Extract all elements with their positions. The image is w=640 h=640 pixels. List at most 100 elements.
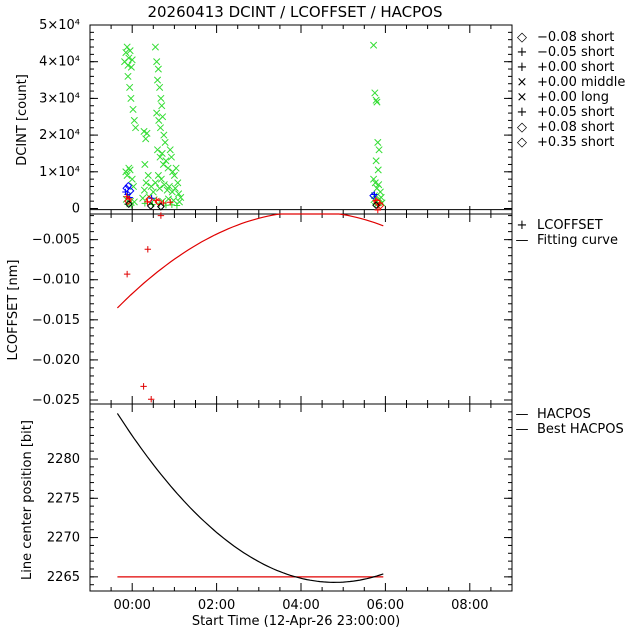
dcint-point — [165, 182, 173, 191]
chart-title: 20260413 DCINT / LCOFFSET / HACPOS — [147, 3, 442, 21]
dcint-point — [174, 179, 182, 187]
dcint-point — [374, 166, 382, 174]
dcint-point — [122, 48, 130, 57]
dcint-point — [160, 131, 168, 139]
dcint-point — [375, 181, 383, 189]
dcint-point — [124, 200, 133, 208]
panel-lcoffset: LCOFFSET [nm] −0.025−0.020−0.015−0.010−0… — [6, 212, 618, 408]
dcint-point — [370, 41, 378, 49]
dcint-point — [171, 184, 179, 192]
dcint-point — [375, 146, 383, 154]
dcint-point — [142, 179, 150, 187]
x-tick-label: 02:00 — [198, 598, 235, 613]
legend-symbol: × — [517, 75, 528, 90]
dcint-point — [130, 116, 138, 124]
dcint-point — [373, 98, 381, 106]
dcint-point — [142, 135, 150, 143]
legend-symbol: + — [517, 45, 528, 60]
x-tick-label: 04:00 — [282, 598, 319, 613]
legend-label: −0.08 short — [537, 30, 614, 45]
dcint-point — [167, 153, 175, 161]
dcint-point — [175, 190, 183, 198]
dcint-point — [122, 184, 131, 193]
lcoffset-point — [144, 246, 152, 253]
x-tick-label: 00:00 — [113, 598, 150, 613]
legend-label: Fitting curve — [537, 233, 618, 248]
panel-lcoffset-frame — [89, 213, 513, 405]
y-tick-label: −0.010 — [32, 273, 80, 288]
best-hacpos-curve — [116, 413, 384, 584]
dcint-point — [124, 72, 132, 80]
dcint-point — [124, 181, 133, 190]
y-tick-label: 0 — [72, 201, 80, 216]
dcint-point — [129, 105, 137, 113]
dcint-point — [127, 63, 135, 71]
dcint-point — [164, 195, 173, 203]
dcint-point — [170, 171, 178, 180]
dcint-point — [156, 124, 165, 132]
hacpos-ylabel: Line center position [bit] — [20, 420, 35, 580]
dcint-point — [168, 188, 176, 196]
dcint-point — [369, 191, 378, 200]
dcint-point — [158, 149, 166, 158]
dcint-point — [126, 166, 134, 174]
legend-symbol: ◇ — [517, 135, 527, 150]
legend-symbol: — — [516, 407, 529, 422]
legend-symbol: + — [517, 105, 528, 120]
dcint-point — [163, 186, 171, 194]
legend-symbol: — — [516, 422, 529, 437]
hacpos-yticks: 2265 2270 2275 2280 — [47, 403, 512, 586]
legend-symbol: + — [517, 218, 528, 233]
lcoffset-legend: + LCOFFSET — Fitting curve — [516, 218, 619, 248]
dcint-point — [159, 160, 167, 169]
dcint-point — [151, 43, 159, 51]
y-tick-label: −0.025 — [32, 393, 80, 408]
dcint-point — [153, 146, 162, 154]
dcint-legend: ◇ −0.08 short + −0.05 short + +0.00 short × +0.… — [517, 30, 626, 150]
legend-label: +0.00 short — [537, 60, 614, 75]
x-tick-label: 06:00 — [367, 598, 404, 613]
dcint-point — [154, 197, 163, 206]
legend-symbol: + — [517, 60, 528, 75]
lcoffset-point — [140, 383, 147, 390]
legend-label: +0.08 short — [537, 120, 614, 135]
legend-label: +0.00 long — [537, 90, 609, 105]
dcint-point — [132, 124, 140, 132]
legend-label: +0.35 short — [537, 135, 614, 150]
dcint-point — [164, 164, 172, 172]
dcint-point — [146, 202, 155, 210]
legend-symbol: — — [516, 233, 529, 248]
hacpos-legend: — HACPOS — Best HACPOS — [516, 407, 624, 437]
legend-label: +0.05 short — [537, 105, 614, 120]
hacpos-xticks: 00:00 02:00 04:00 06:00 08:00 — [110, 404, 492, 613]
dcint-point — [161, 138, 169, 146]
lcoffset-points — [123, 212, 165, 403]
lcoffset-yticks: −0.025 −0.020 −0.015 −0.010 −0.005 — [32, 215, 512, 408]
lcoffset-point — [123, 270, 131, 278]
dcint-point — [143, 129, 151, 137]
panel-dcint-frame — [89, 24, 513, 215]
dcint-point — [154, 171, 162, 180]
y-tick-label: 2265 — [47, 570, 80, 585]
dcint-point — [156, 184, 164, 192]
dcint-point — [128, 175, 136, 183]
dcint-point — [156, 202, 165, 211]
y-tick-label: −0.020 — [32, 353, 80, 368]
dcint-point — [124, 61, 132, 69]
dcint-point — [371, 179, 379, 187]
dcint-point — [126, 186, 135, 195]
dcint-point — [128, 56, 136, 64]
legend-symbol: ◇ — [517, 120, 527, 135]
legend-label: −0.05 short — [537, 45, 614, 60]
dcint-point — [126, 83, 134, 91]
dcint-ylabel: DCINT [count] — [15, 74, 30, 166]
panel-hacpos: Line center position [bit] 2265227022752… — [20, 403, 624, 629]
y-tick-label: 2275 — [47, 491, 80, 506]
dcint-point — [372, 157, 380, 165]
dcint-point — [123, 171, 131, 180]
dcint-point — [145, 195, 153, 204]
y-tick-label: 2×10⁴ — [39, 128, 80, 143]
x-axis-label: Start Time (12-Apr-26 23:00:00) — [192, 614, 400, 629]
dcint-point — [158, 102, 166, 110]
